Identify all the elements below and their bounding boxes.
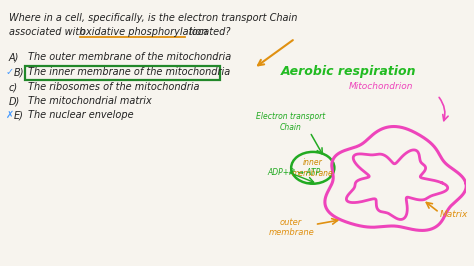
Text: Mitochondrion: Mitochondrion bbox=[349, 82, 414, 91]
Text: The nuclear envelope: The nuclear envelope bbox=[28, 110, 134, 120]
Text: The ribosomes of the mitochondria: The ribosomes of the mitochondria bbox=[28, 82, 200, 92]
Text: D): D) bbox=[9, 96, 20, 106]
Text: associated with: associated with bbox=[9, 27, 88, 36]
Text: The outer membrane of the mitochondria: The outer membrane of the mitochondria bbox=[28, 52, 231, 63]
Text: B): B) bbox=[13, 67, 24, 77]
Text: E): E) bbox=[13, 110, 23, 120]
Text: oxidative phosphorylation: oxidative phosphorylation bbox=[80, 27, 208, 36]
Text: located?: located? bbox=[186, 27, 231, 36]
Ellipse shape bbox=[291, 152, 334, 184]
Text: Matrix: Matrix bbox=[439, 210, 468, 219]
Text: ✗: ✗ bbox=[6, 110, 14, 120]
Text: ✓: ✓ bbox=[6, 67, 14, 77]
Text: Where in a cell, specifically, is the electron transport Chain: Where in a cell, specifically, is the el… bbox=[9, 13, 297, 23]
Text: Electron transport
Chain: Electron transport Chain bbox=[255, 112, 325, 131]
Text: The mitochondrial matrix: The mitochondrial matrix bbox=[28, 96, 152, 106]
Text: A): A) bbox=[9, 52, 19, 63]
Text: inner
membrane: inner membrane bbox=[292, 158, 334, 177]
Text: c): c) bbox=[9, 82, 18, 92]
Text: ADP+Pᴵ → ATP: ADP+Pᴵ → ATP bbox=[268, 168, 321, 177]
Text: outer
membrane: outer membrane bbox=[268, 218, 314, 237]
Text: The inner membrane of the mitochondria: The inner membrane of the mitochondria bbox=[28, 67, 230, 77]
Text: Aerobic respiration: Aerobic respiration bbox=[281, 65, 416, 78]
